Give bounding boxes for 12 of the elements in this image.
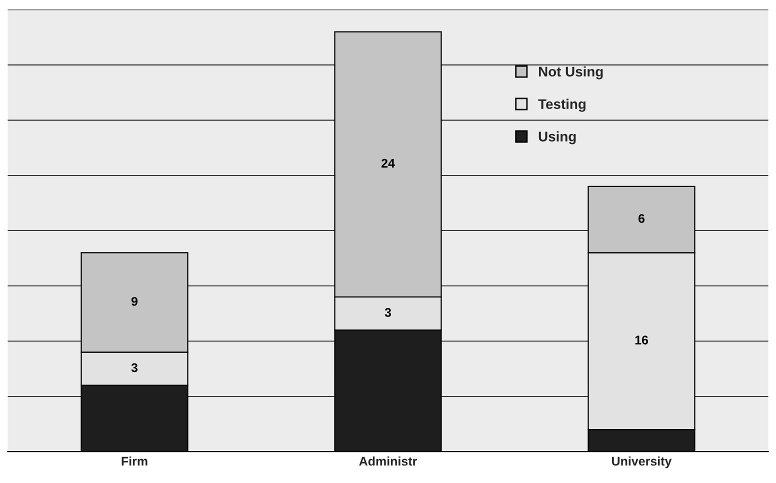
data-label: 9	[131, 296, 138, 306]
data-label: 3	[384, 308, 392, 317]
x-tick-label: Firm	[122, 456, 148, 466]
data-label: 16	[635, 336, 648, 344]
x-tick-label: Administr	[359, 456, 417, 466]
legend-label: Not Using	[539, 66, 603, 80]
x-tick-label: University	[612, 456, 672, 468]
legend-label: Using	[538, 131, 576, 144]
data-label: 6	[638, 214, 645, 223]
legend-label: Testing	[538, 98, 586, 112]
data-label: 24	[381, 158, 395, 168]
data-label: 3	[131, 363, 138, 372]
